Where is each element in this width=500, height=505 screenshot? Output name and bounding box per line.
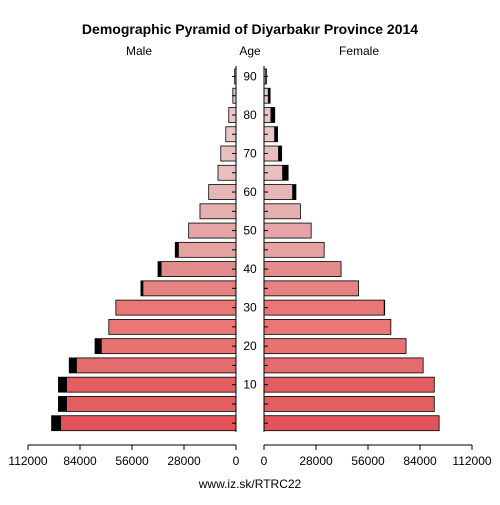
male-bar [200, 204, 236, 219]
bars-layer [52, 69, 440, 431]
age-tick-label: 50 [243, 224, 257, 238]
age-tick-label: 90 [243, 69, 257, 83]
male-bar [141, 281, 236, 296]
age-tick-label: 40 [243, 262, 257, 276]
female-bar-extra [271, 107, 275, 122]
female-bar-extra [282, 165, 288, 180]
age-tick-label: 70 [243, 147, 257, 161]
female-bar [264, 185, 296, 200]
female-bar [264, 300, 385, 315]
female-x-tick-label: 28000 [299, 454, 333, 468]
male-bar [109, 319, 236, 334]
male-bar [58, 377, 236, 392]
male-x-tick-label: 28000 [167, 454, 201, 468]
male-bar [58, 396, 236, 411]
female-bar [264, 223, 311, 238]
female-label: Female [339, 44, 379, 58]
chart-title: Demographic Pyramid of Diyarbakır Provin… [82, 21, 418, 37]
male-bar [175, 242, 236, 257]
male-x-tick-label: 112000 [8, 454, 47, 468]
female-bar-extra [292, 185, 296, 200]
male-label: Male [126, 44, 152, 58]
male-bar [95, 339, 236, 354]
male-bar [209, 185, 236, 200]
male-bar-extra [58, 377, 67, 392]
female-x-tick-label: 0 [261, 454, 268, 468]
female-bar [264, 358, 423, 373]
female-bar [264, 396, 434, 411]
male-bar [69, 358, 236, 373]
footer-source: www.iz.sk/RTRC22 [198, 477, 302, 491]
male-bar-extra [158, 262, 162, 277]
male-bar-extra [58, 396, 67, 411]
age-tick-label: 20 [243, 339, 257, 353]
female-bar-extra [278, 146, 282, 161]
age-tick-label: 30 [243, 301, 257, 315]
male-bar-extra [52, 416, 61, 431]
female-bar [264, 281, 359, 296]
male-x-tick-label: 84000 [63, 454, 97, 468]
male-bar [116, 300, 236, 315]
female-bar [264, 377, 434, 392]
male-x-tick-label: 0 [233, 454, 240, 468]
female-x-tick-label: 56000 [351, 454, 385, 468]
male-x-tick-label: 56000 [115, 454, 149, 468]
age-tick-label: 10 [243, 378, 257, 392]
female-bar [264, 339, 406, 354]
age-label: Age [239, 44, 261, 58]
age-tick-label: 60 [243, 185, 257, 199]
male-bar-extra [141, 281, 143, 296]
age-tick-label: 80 [243, 108, 257, 122]
male-bar [189, 223, 236, 238]
female-x-tick-label: 84000 [403, 454, 437, 468]
female-x-tick-label: 112000 [452, 454, 491, 468]
male-bar-extra [95, 339, 102, 354]
female-bar-extra [274, 127, 277, 142]
female-bar [264, 319, 391, 334]
female-bar-extra [384, 300, 385, 315]
female-bar [264, 204, 300, 219]
female-bar-extra [268, 88, 270, 103]
female-bar [264, 242, 324, 257]
female-bar [264, 416, 439, 431]
male-bar [52, 416, 236, 431]
male-bar [158, 262, 236, 277]
female-bar [264, 262, 341, 277]
male-bar-extra [175, 242, 179, 257]
male-bar-extra [69, 358, 77, 373]
